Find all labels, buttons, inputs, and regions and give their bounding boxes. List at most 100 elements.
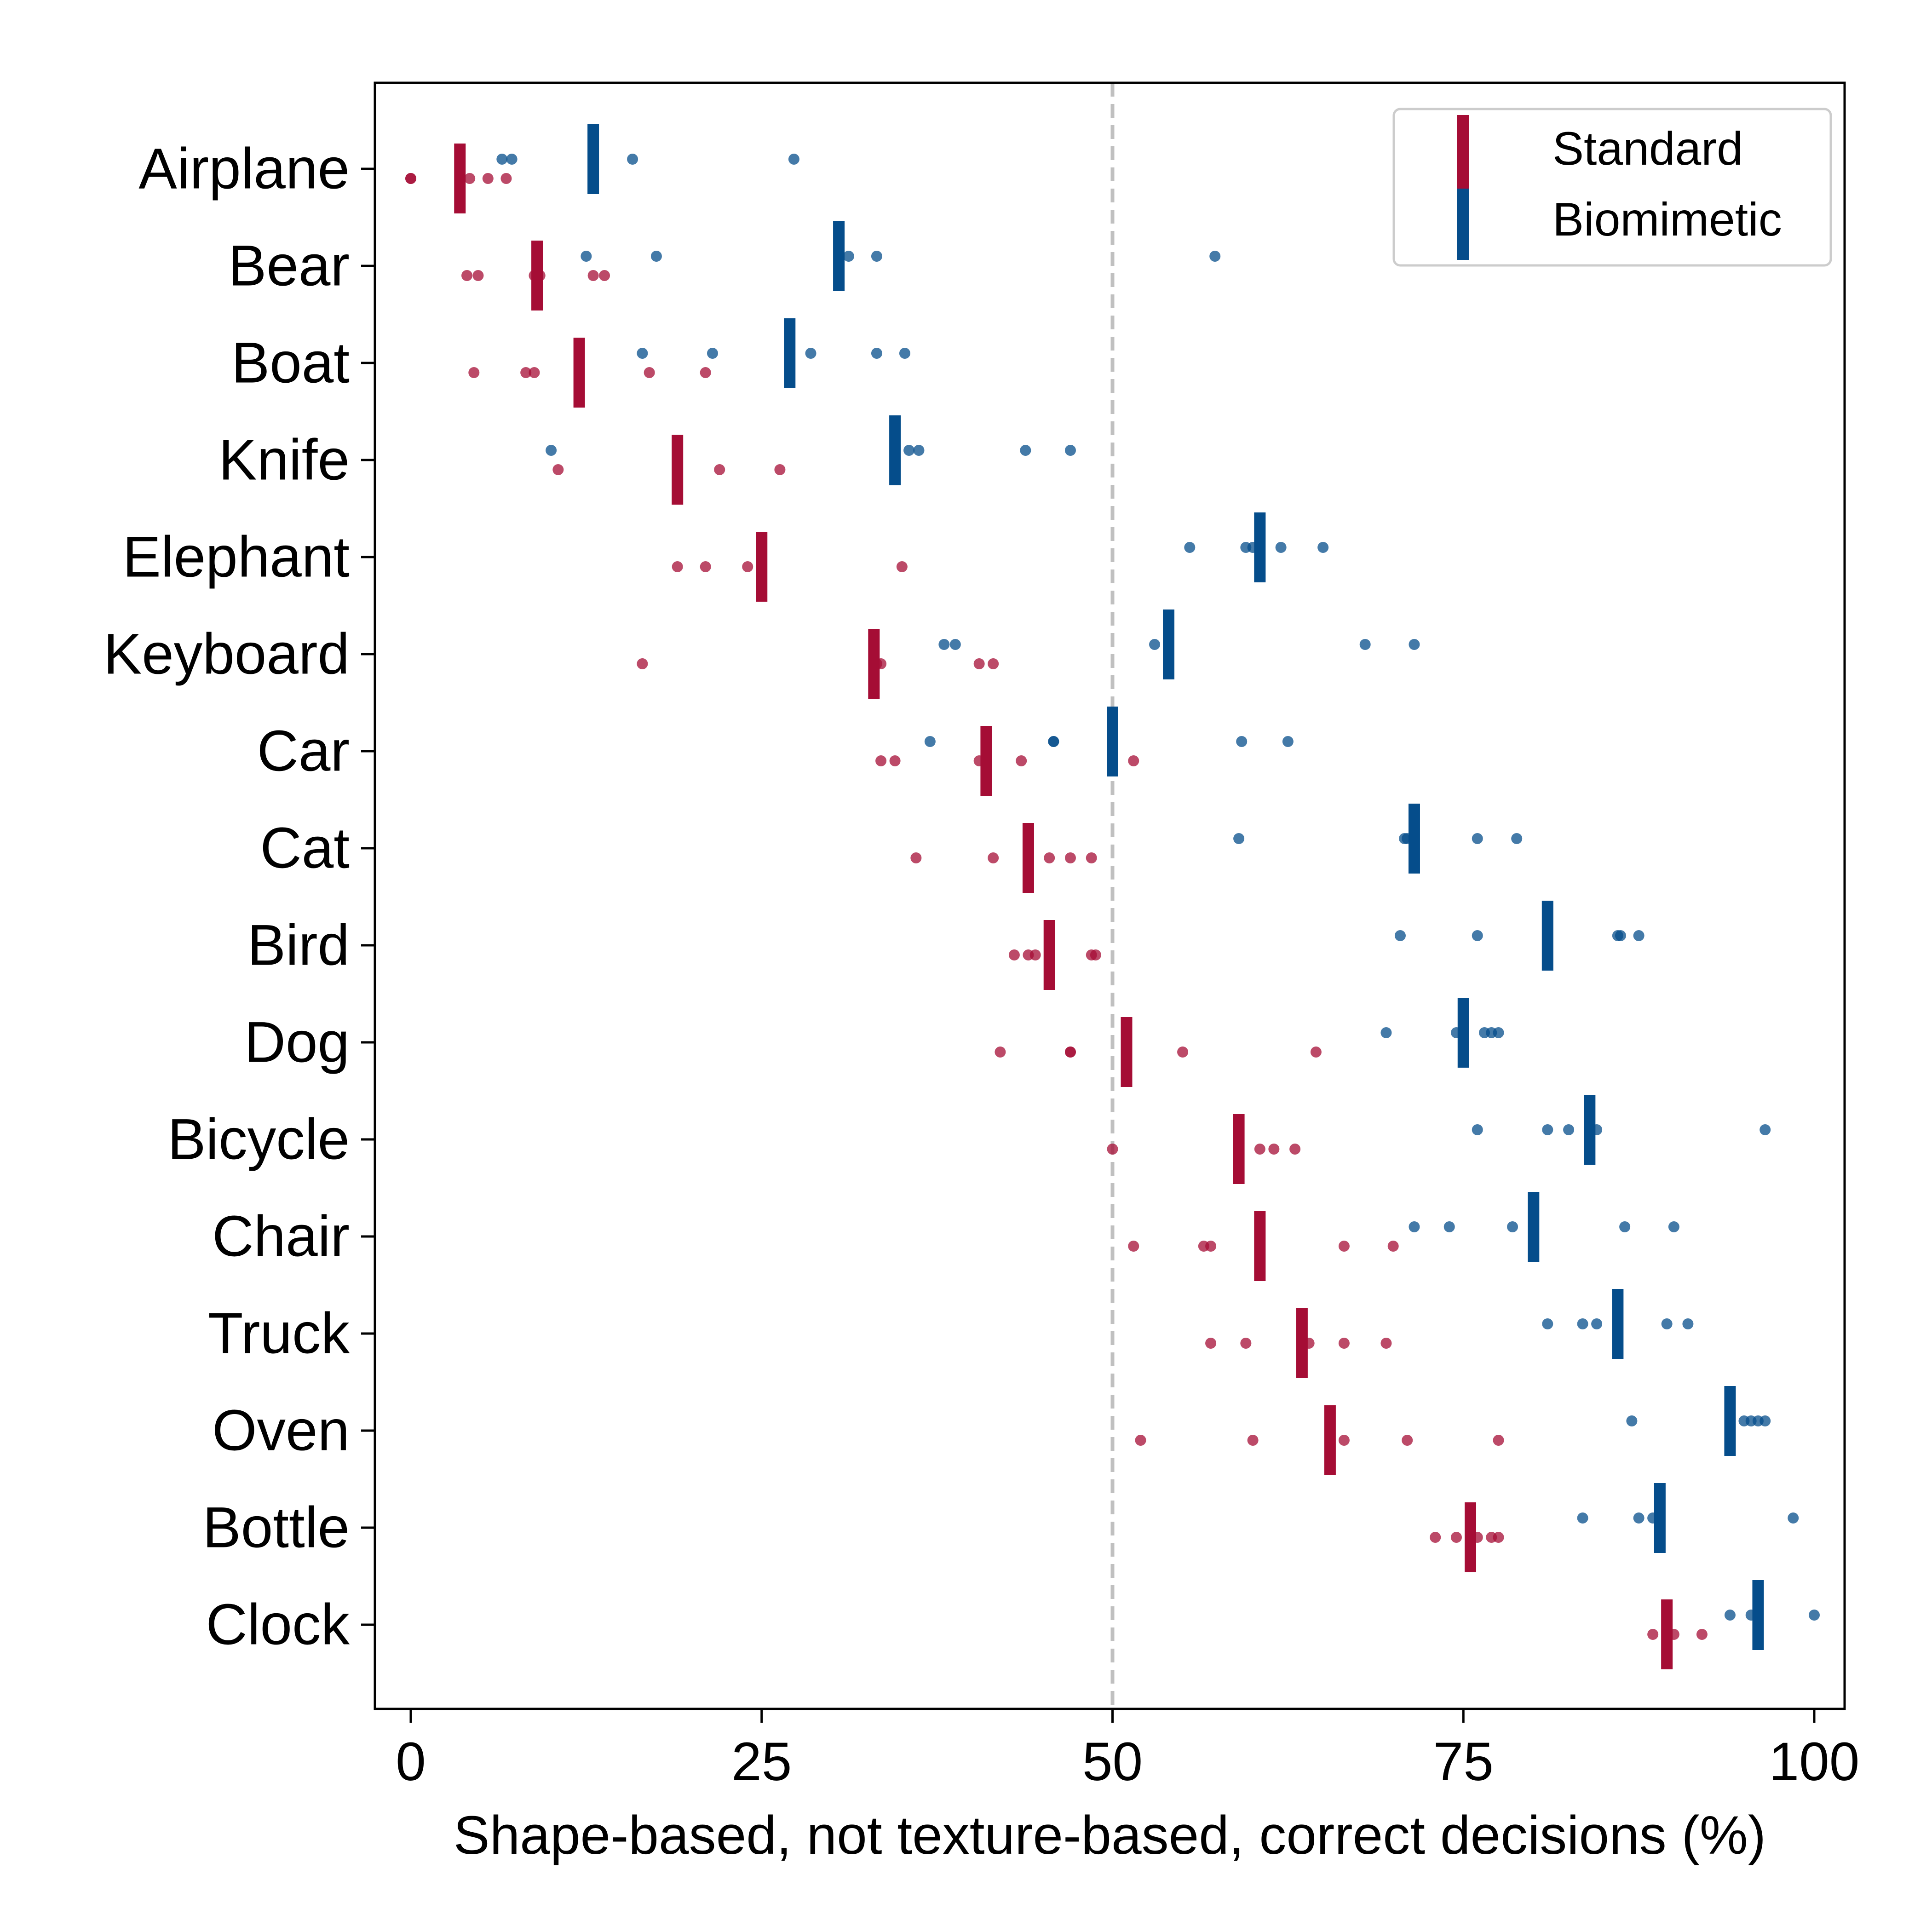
point-standard-cat-2 — [1044, 852, 1055, 863]
category-label-knife: Knife — [218, 428, 350, 492]
point-biomimetic-car-4 — [1282, 736, 1294, 747]
point-standard-cat-1 — [988, 852, 999, 863]
point-biomimetic-dog-4 — [1493, 1027, 1504, 1038]
point-standard-bear-5 — [599, 270, 610, 281]
mean-biomimetic-car — [1107, 707, 1118, 776]
point-standard-bird-0 — [1008, 949, 1020, 960]
plot-area-frame — [374, 81, 1846, 1710]
point-biomimetic-bicycle-4 — [1760, 1124, 1771, 1135]
point-standard-bicycle-2 — [1254, 1144, 1265, 1155]
point-biomimetic-bicycle-1 — [1542, 1124, 1553, 1135]
x-tick-label-75: 75 — [1433, 1731, 1494, 1792]
point-standard-bottle-0 — [1430, 1532, 1441, 1543]
point-biomimetic-chair-4 — [1668, 1221, 1679, 1232]
category-label-elephant: Elephant — [123, 525, 350, 589]
point-standard-cat-4 — [1086, 852, 1097, 863]
point-biomimetic-keyboard-3 — [1359, 639, 1371, 650]
point-biomimetic-elephant-0 — [1184, 542, 1196, 553]
point-biomimetic-bird-4 — [1633, 930, 1644, 941]
mean-standard-airplane — [454, 144, 466, 213]
point-biomimetic-cat-4 — [1511, 833, 1523, 844]
mean-biomimetic-bear — [833, 221, 845, 291]
point-biomimetic-keyboard-0 — [1149, 639, 1161, 650]
point-standard-bear-4 — [587, 270, 599, 281]
point-standard-keyboard-4 — [988, 658, 999, 669]
point-standard-dog-0 — [995, 1046, 1006, 1058]
mean-standard-elephant — [756, 532, 768, 602]
point-biomimetic-bear-1 — [650, 251, 662, 262]
category-label-chair: Chair — [212, 1205, 350, 1269]
point-standard-boat-3 — [644, 367, 655, 378]
point-biomimetic-clock-0 — [1724, 1610, 1736, 1621]
point-biomimetic-oven-4 — [1760, 1415, 1771, 1426]
x-tick-label-0: 0 — [396, 1731, 426, 1792]
legend-label-biomimetic: Biomimetic — [1552, 193, 1782, 246]
point-standard-airplane-3 — [482, 173, 494, 184]
point-biomimetic-boat-1 — [707, 348, 718, 359]
point-standard-bottle-1 — [1450, 1532, 1462, 1543]
mean-markers-layer — [454, 124, 1764, 1669]
mean-biomimetic-dog — [1457, 998, 1469, 1068]
point-standard-chair-4 — [1387, 1241, 1399, 1252]
point-standard-oven-3 — [1402, 1435, 1413, 1446]
point-standard-clock-0 — [1647, 1629, 1659, 1640]
point-biomimetic-car-3 — [1236, 736, 1248, 747]
point-biomimetic-keyboard-2 — [949, 639, 961, 650]
point-biomimetic-bottle-1 — [1633, 1512, 1644, 1524]
point-standard-knife-0 — [552, 464, 564, 475]
point-standard-chair-3 — [1338, 1241, 1350, 1252]
legend-box — [1392, 108, 1832, 267]
mean-biomimetic-chair — [1528, 1192, 1540, 1262]
point-standard-boat-4 — [700, 367, 711, 378]
point-biomimetic-truck-0 — [1542, 1318, 1553, 1329]
point-standard-oven-4 — [1493, 1435, 1504, 1446]
point-standard-airplane-2 — [464, 173, 476, 184]
point-biomimetic-truck-1 — [1577, 1318, 1588, 1329]
point-biomimetic-boat-2 — [805, 348, 816, 359]
point-biomimetic-bear-0 — [581, 251, 592, 262]
point-biomimetic-boat-3 — [871, 348, 882, 359]
category-label-keyboard: Keyboard — [104, 622, 350, 686]
legend-label-standard: Standard — [1552, 122, 1743, 175]
x-tick-label-50: 50 — [1082, 1731, 1143, 1792]
mean-standard-clock — [1661, 1599, 1673, 1669]
point-biomimetic-car-2 — [1048, 736, 1059, 747]
x-axis: 0 25 50 75 100 — [396, 1709, 1859, 1792]
mean-biomimetic-oven — [1724, 1386, 1736, 1456]
point-biomimetic-cat-3 — [1472, 833, 1483, 844]
point-standard-clock-3 — [1696, 1629, 1708, 1640]
point-biomimetic-bird-0 — [1394, 930, 1406, 941]
legend: Standard Biomimetic — [1392, 108, 1832, 267]
category-label-bottle: Bottle — [202, 1496, 350, 1560]
point-standard-oven-0 — [1135, 1435, 1146, 1446]
point-standard-airplane-4 — [500, 173, 512, 184]
point-standard-truck-0 — [1205, 1338, 1217, 1349]
point-biomimetic-airplane-2 — [627, 154, 638, 165]
category-label-bear: Bear — [228, 234, 350, 298]
point-standard-elephant-4 — [896, 561, 908, 572]
mean-standard-bear — [531, 241, 543, 310]
point-biomimetic-elephant-4 — [1317, 542, 1329, 553]
point-biomimetic-cat-0 — [1233, 833, 1245, 844]
category-label-bicycle: Bicycle — [167, 1108, 350, 1172]
mean-standard-chair — [1254, 1211, 1266, 1281]
point-biomimetic-airplane-0 — [496, 154, 508, 165]
mean-standard-boat — [573, 338, 585, 408]
point-standard-truck-3 — [1338, 1338, 1350, 1349]
y-axis: Airplane Bear Boat Knife Elephant Keyboard Car… — [104, 137, 375, 1657]
point-standard-bear-0 — [461, 270, 473, 281]
point-standard-car-3 — [1016, 755, 1027, 766]
point-standard-chair-0 — [1128, 1241, 1139, 1252]
mean-standard-keyboard — [868, 629, 880, 699]
category-label-airplane: Airplane — [138, 137, 350, 201]
point-standard-chair-2 — [1205, 1241, 1217, 1252]
mean-biomimetic-boat — [784, 318, 796, 388]
point-standard-airplane-1 — [405, 173, 416, 184]
point-biomimetic-truck-2 — [1591, 1318, 1603, 1329]
mean-standard-dog — [1121, 1017, 1133, 1087]
point-biomimetic-oven-0 — [1626, 1415, 1638, 1426]
point-biomimetic-bird-3 — [1615, 930, 1626, 941]
point-standard-elephant-2 — [742, 561, 753, 572]
point-standard-boat-0 — [468, 367, 480, 378]
